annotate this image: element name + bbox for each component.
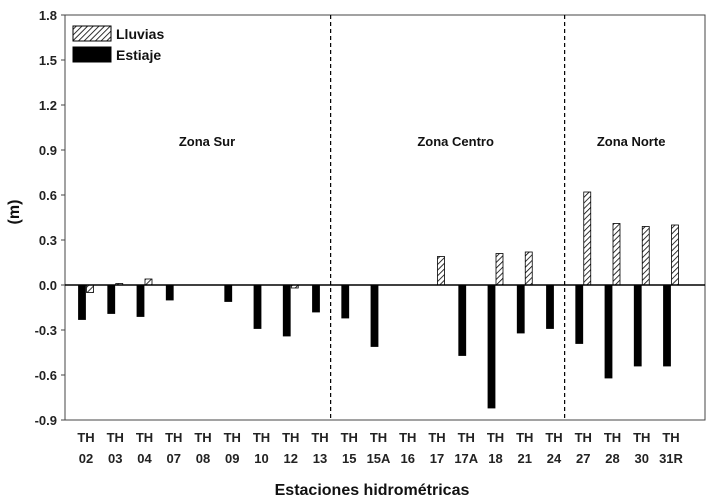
x-tick-label: TH bbox=[487, 430, 504, 445]
x-tick-label: 10 bbox=[254, 451, 268, 466]
bar-estiaje bbox=[165, 284, 174, 301]
x-tick-label: TH bbox=[399, 430, 416, 445]
legend-label-estiaje: Estiaje bbox=[116, 47, 161, 63]
x-tick-label: 08 bbox=[196, 451, 210, 466]
bar-estiaje bbox=[107, 284, 116, 314]
x-tick-label: TH bbox=[253, 430, 270, 445]
zone-label: Zona Centro bbox=[417, 134, 494, 149]
x-tick-label: 13 bbox=[313, 451, 327, 466]
x-tick-label: TH bbox=[282, 430, 299, 445]
bar-estiaje bbox=[78, 284, 86, 320]
y-tick-label: -0.3 bbox=[35, 323, 57, 338]
bar-estiaje bbox=[458, 284, 467, 356]
x-tick-label: 16 bbox=[401, 451, 415, 466]
x-tick-label: 02 bbox=[79, 451, 93, 466]
bar-lluvias bbox=[671, 224, 679, 286]
x-tick-label: 27 bbox=[576, 451, 590, 466]
bar-estiaje bbox=[546, 284, 554, 329]
zone-label: Zona Sur bbox=[179, 134, 235, 149]
bar-lluvias bbox=[437, 256, 445, 286]
legend-swatch-estiaje bbox=[72, 46, 112, 63]
bar-lluvias bbox=[144, 278, 153, 286]
y-tick-label: 1.8 bbox=[39, 8, 57, 23]
bar-lluvias bbox=[583, 191, 592, 286]
x-tick-label: TH bbox=[662, 430, 679, 445]
zone-label: Zona Norte bbox=[597, 134, 666, 149]
bar-estiaje bbox=[224, 284, 233, 302]
bar-estiaje bbox=[370, 284, 379, 347]
bar-estiaje bbox=[312, 284, 320, 313]
bar-estiaje bbox=[136, 284, 145, 317]
y-tick-label: 1.5 bbox=[39, 53, 57, 68]
bar-estiaje bbox=[341, 284, 350, 319]
x-tick-label: TH bbox=[428, 430, 445, 445]
bar-estiaje bbox=[282, 284, 291, 337]
x-tick-label: TH bbox=[136, 430, 153, 445]
x-tick-label: 28 bbox=[605, 451, 619, 466]
y-tick-label: -0.9 bbox=[35, 413, 57, 428]
x-tick-label: 24 bbox=[547, 451, 562, 466]
x-tick-label: TH bbox=[370, 430, 387, 445]
x-tick-label: TH bbox=[341, 430, 358, 445]
x-tick-label: 03 bbox=[108, 451, 122, 466]
x-tick-label: 15A bbox=[367, 451, 391, 466]
legend-label-lluvias: Lluvias bbox=[116, 26, 164, 42]
x-tick-label: 15 bbox=[342, 451, 356, 466]
x-tick-label: 09 bbox=[225, 451, 239, 466]
bar-lluvias bbox=[612, 223, 621, 286]
x-tick-label: 04 bbox=[137, 451, 152, 466]
legend-swatch-lluvias bbox=[72, 25, 112, 42]
bar-estiaje bbox=[253, 284, 262, 329]
x-tick-label: TH bbox=[516, 430, 533, 445]
bars bbox=[78, 191, 679, 409]
axes bbox=[61, 14, 705, 421]
x-axis-title: Estaciones hidrométricas bbox=[275, 482, 470, 499]
bar-estiaje bbox=[487, 284, 496, 409]
y-axis-title: (m) bbox=[6, 200, 23, 225]
y-tick-label: -0.6 bbox=[35, 368, 57, 383]
bar-lluvias bbox=[86, 284, 94, 293]
plot-area bbox=[64, 14, 706, 421]
x-tick-label: 21 bbox=[518, 451, 532, 466]
x-tick-label: 31R bbox=[659, 451, 683, 466]
x-tick-label: TH bbox=[311, 430, 328, 445]
bar-lluvias bbox=[524, 251, 533, 286]
y-tick-label: 0.9 bbox=[39, 143, 57, 158]
y-tick-label: 1.2 bbox=[39, 98, 57, 113]
x-tick-label: 17A bbox=[454, 451, 478, 466]
labels: 1.8 1.5 1.2 0.9 0.6 0.3 0.0 -0.3 -0.6 -0.9 TH 02 TH 0… bbox=[6, 8, 684, 499]
x-tick-label: TH bbox=[77, 430, 94, 445]
x-tick-label: 30 bbox=[635, 451, 649, 466]
bar-lluvias bbox=[495, 253, 504, 286]
y-tick-label: 0.3 bbox=[39, 233, 57, 248]
x-tick-label: TH bbox=[107, 430, 124, 445]
x-tick-label: TH bbox=[545, 430, 562, 445]
y-tick-label: 0.0 bbox=[39, 278, 57, 293]
x-tick-label: 12 bbox=[284, 451, 298, 466]
x-tick-label: TH bbox=[604, 430, 621, 445]
bar-estiaje bbox=[633, 284, 642, 367]
x-tick-label: TH bbox=[194, 430, 211, 445]
bar-estiaje bbox=[604, 284, 613, 379]
bar-estiaje bbox=[575, 284, 584, 344]
plot-frame bbox=[64, 14, 706, 421]
x-tick-label: TH bbox=[165, 430, 182, 445]
x-tick-label: 17 bbox=[430, 451, 444, 466]
x-tick-label: 07 bbox=[167, 451, 181, 466]
x-tick-label: TH bbox=[224, 430, 241, 445]
x-tick-label: TH bbox=[575, 430, 592, 445]
x-tick-label: TH bbox=[633, 430, 650, 445]
x-tick-label: 18 bbox=[488, 451, 502, 466]
bar-estiaje bbox=[663, 284, 671, 367]
y-tick-label: 0.6 bbox=[39, 188, 57, 203]
x-tick-label: TH bbox=[458, 430, 475, 445]
bar-lluvias bbox=[641, 226, 650, 286]
bar-estiaje bbox=[516, 284, 525, 334]
